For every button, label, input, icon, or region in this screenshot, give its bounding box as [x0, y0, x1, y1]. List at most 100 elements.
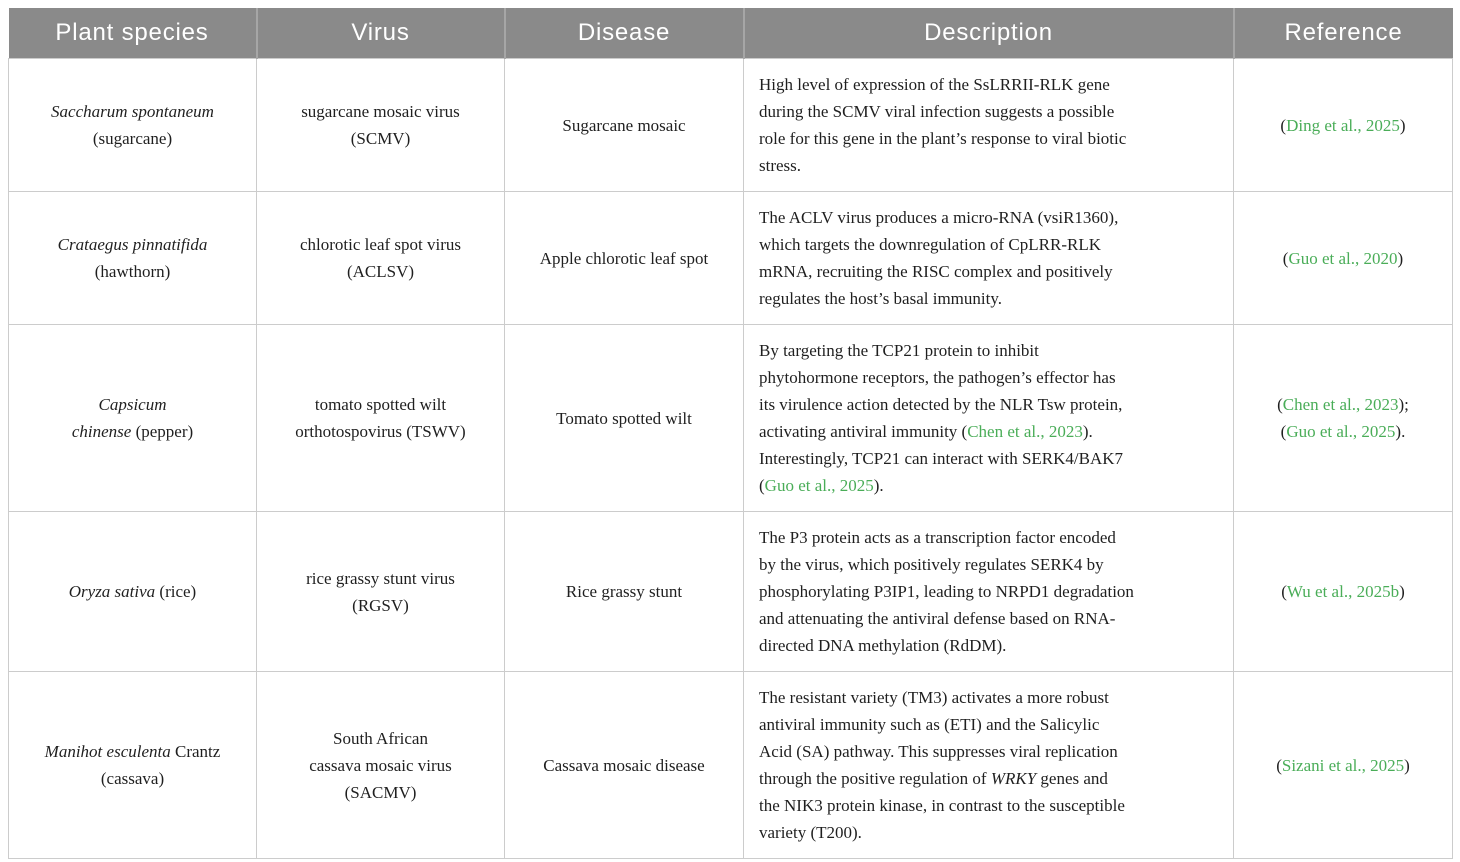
cell-species: Capsicum chinense (pepper) — [8, 324, 257, 512]
column-header-plant-species: Plant species — [8, 8, 258, 59]
cell-text: genes and — [1036, 769, 1108, 788]
cell-text: Apple chlorotic leaf spot — [539, 248, 709, 268]
cell-text: ( — [1280, 115, 1287, 135]
cell-text: (hawthorn) — [94, 262, 171, 281]
cell-text: regulates the host’s basal immunity. — [759, 289, 1002, 308]
cell-text: during the SCMV viral infection suggests… — [759, 102, 1115, 121]
cell-text: directed DNA methylation (RdDM). — [759, 636, 1007, 655]
species-italic-text: chinense — [71, 422, 132, 441]
citation-link[interactable]: Guo et al., 2020 — [1288, 248, 1398, 268]
cell-text: mRNA, recruiting the RISC complex and po… — [759, 262, 1113, 281]
cell-text: The P3 protein acts as a transcription f… — [759, 528, 1116, 547]
cell-disease: Tomato spotted wilt — [504, 324, 744, 512]
cell-text: (SCMV) — [350, 129, 411, 148]
cell-text: South African — [333, 728, 428, 748]
citation-link[interactable]: Wu et al., 2025b — [1286, 582, 1400, 601]
cell-text: ) — [1399, 115, 1406, 135]
species-italic-text: Capsicum — [98, 395, 167, 414]
cell-text: antiviral immunity such as (ETI) and the… — [759, 715, 1100, 734]
column-header-virus: Virus — [255, 8, 506, 59]
cell-text: ). — [873, 476, 884, 495]
cell-text: ( — [759, 476, 765, 495]
cell-text: phytohormone receptors, the pathogen’s e… — [759, 368, 1116, 387]
cell-description: The resistant variety (TM3) activates a … — [743, 671, 1234, 859]
cell-reference: (Guo et al., 2020) — [1233, 191, 1453, 325]
cell-text: rice grassy stunt virus — [306, 568, 455, 588]
plant-virus-table: Plant species Virus Disease Description … — [8, 8, 1453, 859]
cell-text: Interestingly, TCP21 can interact with S… — [759, 449, 1124, 468]
cell-virus: chlorotic leaf spot virus (ACLSV) — [256, 191, 505, 325]
species-italic-text: WRKY — [990, 769, 1037, 788]
cell-disease: Sugarcane mosaic — [504, 58, 744, 192]
table-header: Plant species Virus Disease Description … — [8, 8, 1453, 59]
cell-text: (pepper) — [131, 422, 194, 441]
cell-text: its virulence action detected by the NLR… — [759, 395, 1123, 414]
table-container: Plant species Virus Disease Description … — [8, 8, 1453, 859]
column-header-reference: Reference — [1232, 8, 1453, 59]
cell-text: ( — [1276, 755, 1282, 775]
cell-text: the NIK3 protein kinase, in contrast to … — [759, 796, 1125, 815]
cell-text: ). — [1082, 422, 1093, 441]
cell-text: tomato spotted wilt — [314, 395, 447, 414]
table-row: Oryza sativa (rice) rice grassy stunt vir… — [8, 511, 1453, 672]
cell-text: (cassava) — [100, 769, 165, 788]
cell-text: Tomato spotted wilt — [556, 408, 692, 428]
cell-text: variety (T200). — [759, 823, 862, 842]
table-row: Crataegus pinnatifida (hawthorn) chlorotic… — [8, 191, 1453, 325]
cell-text: ) — [1397, 248, 1404, 268]
cell-disease: Rice grassy stunt — [504, 511, 744, 672]
cell-text: Crantz — [170, 742, 221, 761]
species-italic-text: Manihot esculenta — [44, 742, 171, 761]
cell-text: ). — [1395, 422, 1406, 441]
cell-disease: Apple chlorotic leaf spot — [504, 191, 744, 325]
citation-link[interactable]: Ding et al., 2025 — [1286, 115, 1400, 135]
cell-text: Sugarcane mosaic — [562, 115, 686, 135]
cell-text: ( — [1280, 422, 1287, 441]
citation-link[interactable]: Guo et al., 2025 — [1286, 422, 1396, 441]
table-row: Manihot esculenta Crantz (cassava) South A… — [8, 671, 1453, 859]
cell-text: chlorotic leaf spot virus — [300, 235, 461, 254]
species-italic-text: Saccharum spontaneum — [51, 102, 214, 121]
citation-link[interactable]: Guo et al., 2025 — [764, 476, 874, 495]
cell-text: Cassava mosaic disease — [543, 755, 705, 775]
cell-virus: sugarcane mosaic virus (SCMV) — [256, 58, 505, 192]
cell-text: role for this gene in the plant’s respon… — [759, 129, 1127, 148]
header-row: Plant species Virus Disease Description … — [8, 8, 1453, 59]
cell-virus: South African cassava mosaic virus (SACMV) — [256, 671, 505, 859]
citation-link[interactable]: Sizani et al., 2025 — [1281, 755, 1405, 775]
cell-text: phosphorylating P3IP1, leading to NRPD1 … — [759, 582, 1134, 601]
cell-species: Saccharum spontaneum (sugarcane) — [8, 58, 257, 192]
cell-text: ) — [1404, 755, 1410, 775]
cell-text: activating antiviral immunity ( — [759, 422, 968, 441]
cell-reference: (Chen et al., 2023); (Guo et al., 2025). — [1233, 324, 1453, 512]
cell-text: Rice grassy stunt — [565, 582, 683, 601]
cell-text: By targeting the TCP21 protein to inhibi… — [759, 341, 1039, 360]
cell-description: By targeting the TCP21 protein to inhibi… — [743, 324, 1234, 512]
citation-link[interactable]: Chen et al., 2023 — [1282, 395, 1399, 414]
cell-text: Acid (SA) pathway. This suppresses viral… — [759, 742, 1118, 761]
cell-text: through the positive regulation of — [759, 769, 991, 788]
cell-text: (rice) — [155, 582, 197, 601]
cell-reference: (Wu et al., 2025b) — [1233, 511, 1453, 672]
cell-text: and attenuating the antiviral defense ba… — [759, 609, 1116, 628]
cell-text: ( — [1282, 248, 1289, 268]
table-row: Capsicum chinense (pepper) tomato spotted … — [8, 324, 1453, 512]
cell-text: (RGSV) — [352, 595, 409, 615]
cell-text: The resistant variety (TM3) activates a … — [759, 688, 1109, 707]
cell-text: High level of expression of the SsLRRII-… — [759, 75, 1110, 94]
cell-description: The P3 protein acts as a transcription f… — [743, 511, 1234, 672]
cell-reference: (Sizani et al., 2025) — [1233, 671, 1453, 859]
cell-species: Oryza sativa (rice) — [8, 511, 257, 672]
species-italic-text: Crataegus pinnatifida — [57, 235, 208, 254]
citation-link[interactable]: Chen et al., 2023 — [967, 422, 1083, 441]
cell-text: The ACLV virus produces a micro-RNA (vsi… — [759, 208, 1119, 227]
cell-virus: tomato spotted wilt orthotospovirus (TSWV… — [256, 324, 505, 512]
cell-reference: (Ding et al., 2025) — [1233, 58, 1453, 192]
cell-text: ); — [1398, 395, 1409, 414]
cell-text: ) — [1399, 582, 1405, 601]
table-body: Saccharum spontaneum (sugarcane) sugarcane… — [8, 58, 1453, 859]
cell-text: (sugarcane) — [92, 129, 173, 148]
cell-species: Crataegus pinnatifida (hawthorn) — [8, 191, 257, 325]
cell-text: (SACMV) — [344, 782, 417, 802]
column-header-description: Description — [742, 8, 1235, 59]
